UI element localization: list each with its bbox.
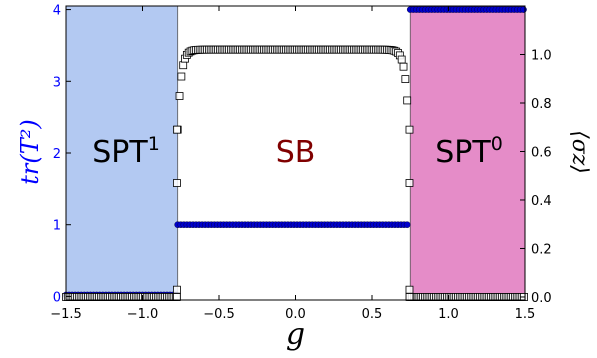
square-point [173,179,181,187]
y-left-tick-label: 1 [53,219,61,234]
phase-label-sb: SB [276,135,316,170]
square-point [173,293,181,301]
y-right-tick-label: 0.8 [531,97,552,112]
phase-label-sb-text: SB [276,135,316,170]
y-right-tick-label: 1.0 [531,48,552,63]
x-tick-label: 1.0 [438,307,459,322]
phase-region-0 [66,6,178,300]
x-tick-label: −1.0 [127,307,159,322]
phase-label-spt0-superscript: 0 [491,133,503,155]
square-point [405,285,414,294]
square-point [405,125,414,134]
y-right-tick-label: 0.4 [531,194,552,209]
phase-regions [66,6,525,300]
square-point [177,72,186,81]
y-right-tick-label: 0.2 [531,242,552,257]
x-axis-label: g [286,317,305,352]
y-left-tick-label: 0 [53,290,61,305]
x-tick-label: 1.5 [515,307,536,322]
square-point [405,179,414,187]
phase-label-spt0-text: SPT [435,135,491,170]
y-left-tick-label: 4 [53,4,61,19]
square-point [399,62,408,71]
phase-label-spt1: SPT1 [92,133,160,170]
phase-label-spt1-superscript: 1 [148,133,160,155]
y-right-tick-label: 0.0 [531,291,552,306]
x-tick-label: −1.5 [50,307,82,322]
y-right-tick-label: 0.6 [531,145,552,160]
phase-label-spt1-text: SPT [92,135,148,170]
square-point [403,96,412,105]
phase-label-spt0: SPT0 [435,133,503,170]
y-left-tick-label: 3 [53,75,61,90]
square-point [173,285,181,294]
x-tick-label: −0.5 [203,307,235,322]
square-point [397,55,406,64]
y-left-tick-label: 2 [53,147,61,162]
square-point [175,92,184,100]
y-axis-left-label: tr(T²) [16,119,44,184]
phase-region-1 [177,6,411,300]
circle-point [520,6,527,13]
y-axis-right-label: ⟨σz⟩ [567,130,592,174]
square-point [179,61,188,70]
phase-region-2 [410,6,525,300]
circle-point [403,221,411,229]
x-tick-label: 0.5 [362,307,383,322]
square-point [405,293,414,301]
axis-ticks: −1.5 −1.0 −0.5 0.0 0.5 1.0 1.5 0 1 2 3 4 0.0 0.2 0.4 0.… [50,4,551,322]
x-tick-label: 0.0 [285,307,306,322]
square-point [173,125,181,134]
square-point [401,75,410,83]
